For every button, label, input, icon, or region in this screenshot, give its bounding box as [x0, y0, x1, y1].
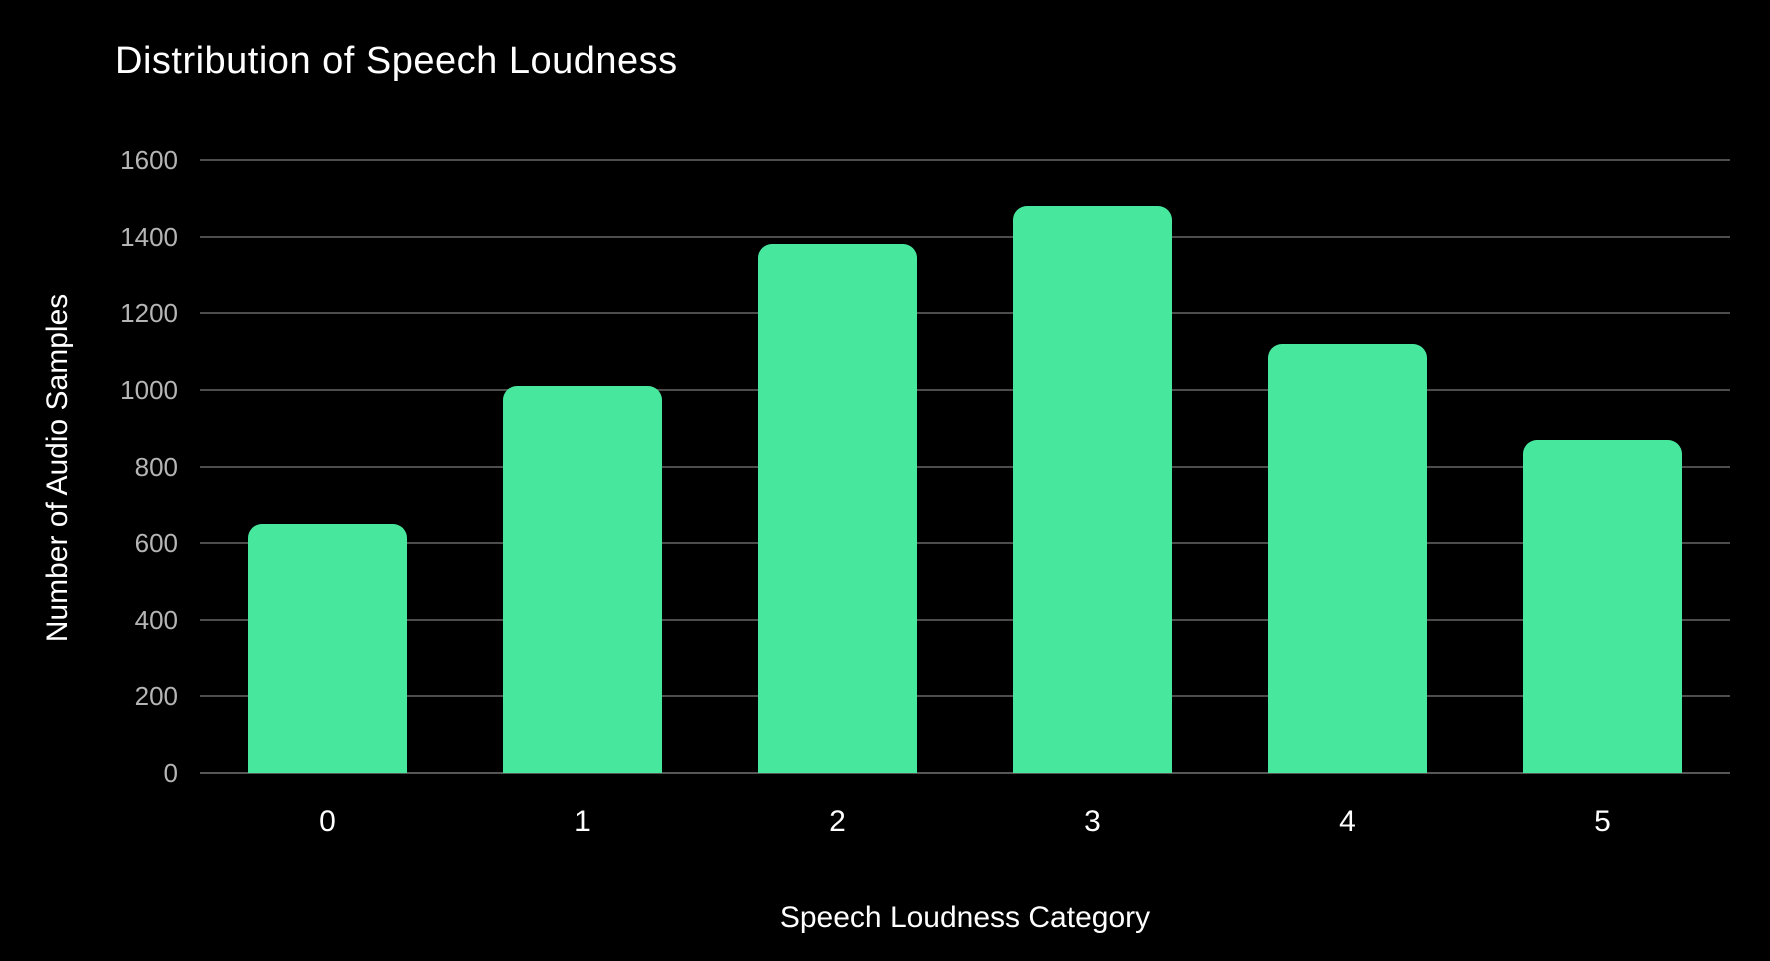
x-axis-title: Speech Loudness Category [779, 901, 1151, 934]
plot-area: 0 200 400 600 800 1000 1200 1400 1600 0 1 2 3 4 5 [120, 147, 1730, 838]
x-axis-tick-label: 5 [1594, 805, 1611, 838]
bar-category-1 [503, 386, 662, 773]
gridline [200, 465, 1730, 468]
y-axis-tick-label: 600 [134, 528, 178, 559]
chart-title: Distribution of Speech Loudness [115, 40, 678, 82]
x-axis-tick-label: 4 [1339, 805, 1356, 838]
x-axis-tick-label: 3 [1084, 805, 1101, 838]
y-axis-tick-label: 1000 [120, 374, 178, 405]
gridline [200, 618, 1730, 621]
y-axis-tick-label: 1400 [120, 221, 178, 252]
gridline [200, 542, 1730, 545]
y-axis-tick-label: 800 [134, 451, 178, 482]
bar-category-3 [1013, 205, 1172, 773]
y-axis-tick-label: 400 [134, 604, 178, 635]
y-axis-tick-label: 200 [134, 681, 178, 712]
bar-category-4 [1268, 343, 1427, 773]
x-axis-tick-label: 0 [319, 805, 336, 838]
y-axis-tick-label: 1600 [120, 145, 178, 175]
bar-category-0 [248, 523, 407, 773]
bar-category-5 [1523, 439, 1682, 773]
y-axis-tick-label: 1200 [120, 298, 178, 329]
gridline [200, 388, 1730, 391]
x-axis-tick-label: 1 [574, 805, 591, 838]
gridline [200, 695, 1730, 698]
gridline [200, 159, 1730, 161]
x-axis-line [200, 772, 1730, 774]
gridline [200, 312, 1730, 315]
gridline [200, 235, 1730, 238]
bar-category-2 [758, 244, 917, 773]
x-axis-tick-label: 2 [829, 805, 846, 838]
y-axis-tick-label: 0 [163, 758, 178, 788]
